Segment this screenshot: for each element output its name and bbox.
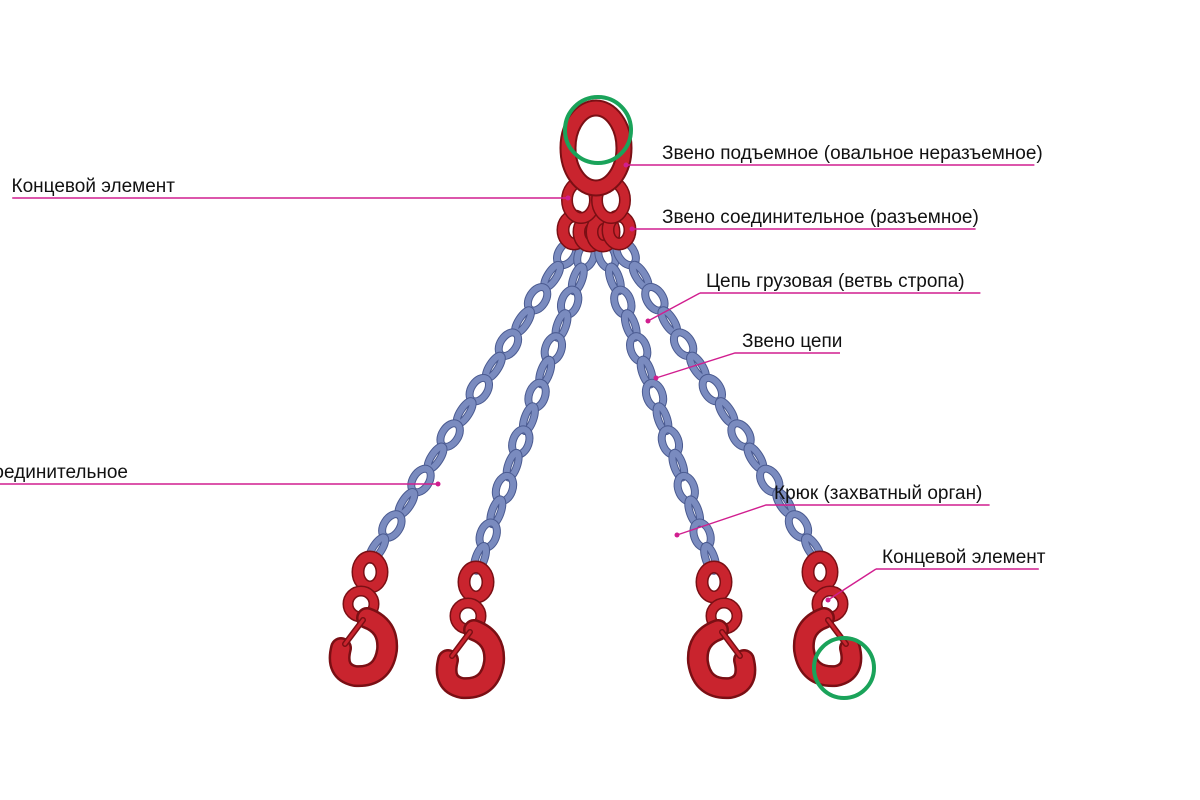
callout-label: Звено подъемное (овальное неразъемное) bbox=[662, 143, 1043, 165]
callout-label: Концевой элемент bbox=[882, 547, 1045, 569]
callout-label: Концевой элемент bbox=[12, 176, 175, 198]
callout-label: Цепь грузовая (ветвь стропа) bbox=[706, 271, 965, 293]
diagram-svg bbox=[0, 0, 1200, 800]
callout-label: Звено цепи bbox=[742, 331, 842, 353]
callout-label: Звено соединительное bbox=[0, 462, 128, 484]
connector-link bbox=[808, 557, 832, 587]
connector-link bbox=[702, 567, 726, 597]
callout-label: Крюк (захватный орган) bbox=[774, 483, 982, 505]
connector-link bbox=[358, 557, 382, 587]
callout-label: Звено соединительное (разъемное) bbox=[662, 207, 979, 229]
diagram-stage: Концевой элемент Звено соединительное Звен… bbox=[0, 0, 1200, 800]
connector-link bbox=[464, 567, 488, 597]
